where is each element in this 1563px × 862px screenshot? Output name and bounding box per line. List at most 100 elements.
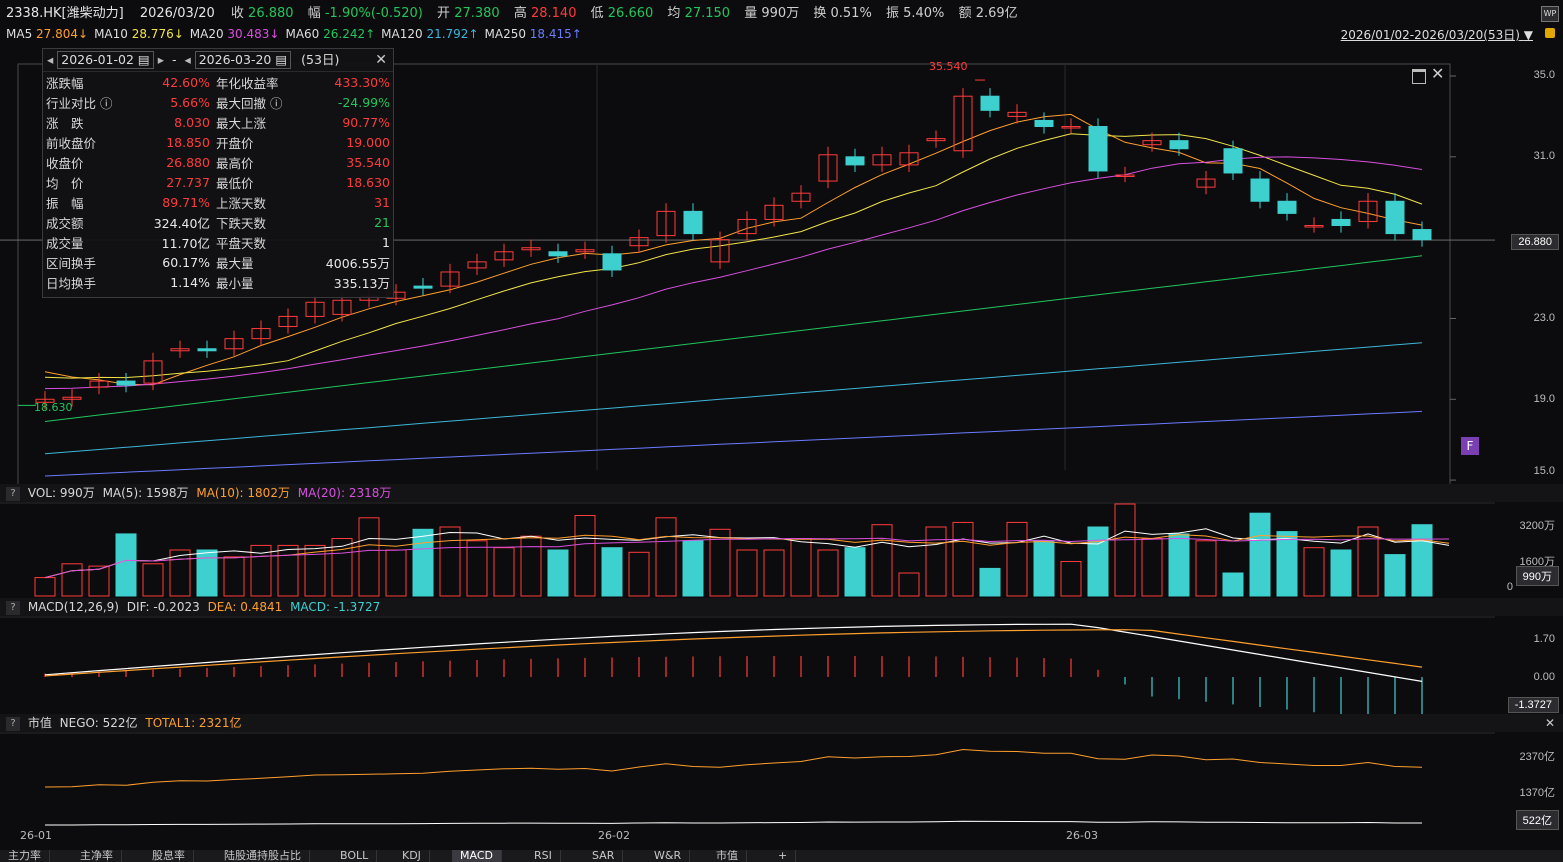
volume-bar — [115, 533, 137, 597]
price-chart[interactable] — [0, 44, 1563, 484]
tab-10[interactable]: 市值 — [708, 850, 747, 862]
tab-6[interactable]: MACD — [452, 850, 502, 862]
tab-9[interactable]: W&R — [646, 850, 691, 862]
tab-2[interactable]: 股息率 — [144, 850, 194, 862]
ma-name: MA60 — [285, 27, 324, 41]
candle — [1385, 200, 1405, 235]
stats-row: 涨 跌 8.030 最大上涨 90.77% — [43, 112, 393, 132]
tab-3[interactable]: 陆股通持股占比 — [216, 850, 310, 862]
close-icon[interactable]: ✕ — [1544, 716, 1555, 730]
tab-1[interactable]: 主净率 — [72, 850, 122, 862]
volume-bar — [871, 524, 893, 597]
stats-label: 区间换手 — [46, 255, 97, 271]
tab-0[interactable]: 主力率 — [0, 850, 50, 862]
maximize-icon[interactable] — [1412, 69, 1426, 84]
volume-bar — [628, 551, 650, 597]
vol-axis-0: 0 — [1506, 581, 1513, 593]
macd-axis-170: 1.70 — [1533, 633, 1555, 645]
tab-5[interactable]: KDJ — [394, 850, 430, 862]
add-tab-button[interactable]: + — [770, 850, 797, 862]
stats-label: 最大回撤 ⓘ — [215, 95, 283, 111]
help-icon[interactable]: ? — [6, 486, 20, 501]
volume-bar — [34, 577, 56, 597]
volume-bar — [1411, 524, 1433, 597]
tab-4[interactable]: BOLL — [332, 850, 378, 862]
prev-arrow-icon[interactable]: ◂ — [47, 52, 54, 67]
vol-ma20: MA(20): 2318万 — [297, 486, 392, 500]
stats-row: 前收盘价 18.850 开盘价 19.000 — [43, 132, 393, 152]
candle — [980, 95, 1000, 111]
volume-chart[interactable] — [0, 502, 1563, 598]
volume-bar — [358, 517, 380, 597]
macd-dif: DIF: -0.2023 — [126, 600, 200, 614]
high-marker: 35.540 — [929, 60, 968, 73]
prev-arrow-icon-2[interactable]: ◂ — [184, 52, 191, 67]
volume-bar — [601, 547, 623, 597]
close-icon[interactable]: ✕ — [375, 52, 387, 68]
mv-total: TOTAL1: 2321亿 — [145, 716, 242, 730]
next-arrow-icon[interactable]: ▸ — [157, 52, 164, 67]
tab-8[interactable]: SAR — [584, 850, 624, 862]
stats-value: 4006.55万 — [325, 255, 390, 271]
candle — [521, 247, 541, 251]
candle — [197, 348, 217, 352]
tab-7[interactable]: RSI — [526, 850, 561, 862]
candle — [1331, 218, 1351, 227]
ma120-line — [44, 342, 1423, 455]
low-marker: 18.630 — [34, 401, 73, 414]
macd-chart[interactable] — [0, 616, 1563, 714]
range-label[interactable]: 2026/01/02-2026/03/20(53日) ▼ — [1341, 26, 1533, 43]
stats-value: 26.880 — [166, 154, 210, 170]
calendar-icon[interactable]: ▤ — [137, 52, 150, 67]
volume-bar — [1114, 503, 1136, 597]
stats-value: 433.30% — [334, 74, 390, 90]
turn-value: 0.51% — [830, 6, 872, 21]
f-badge[interactable]: F — [1461, 437, 1479, 455]
amt-label: 额 — [958, 6, 972, 21]
price-axis-31: 31.0 — [1533, 150, 1555, 162]
volume-bar — [709, 528, 731, 597]
ma250-line — [44, 410, 1423, 477]
volume-bar — [331, 538, 353, 597]
help-icon[interactable]: ? — [6, 600, 20, 615]
candle — [494, 251, 514, 261]
plot-frame — [17, 63, 1451, 484]
wp-icon[interactable]: WP — [1541, 6, 1559, 22]
close-icon[interactable]: ✕ — [1431, 64, 1445, 83]
stats-label: 最低价 — [215, 175, 254, 191]
chevron-down-icon[interactable]: ▼ — [1523, 28, 1533, 42]
amt-value: 2.69亿 — [975, 6, 1018, 21]
stats-value: 1.14% — [170, 274, 210, 290]
volume-bar — [655, 517, 677, 597]
candle — [629, 237, 649, 247]
stats-value: -24.99% — [337, 94, 390, 110]
stats-value: 42.60% — [162, 74, 210, 90]
ma-value: 27.804↓ — [36, 27, 89, 41]
last-price-tag: 26.880 — [1511, 234, 1559, 250]
volume-bar — [898, 572, 920, 597]
date-from-field[interactable]: 2026-01-02 ▤ — [57, 51, 154, 69]
stats-label: 振 幅 — [46, 195, 84, 211]
stats-value: 18.630 — [346, 174, 390, 190]
lock-icon[interactable] — [1545, 28, 1555, 38]
market-value-chart[interactable] — [0, 732, 1563, 828]
date-to-field[interactable]: 2026-03-20 ▤ — [194, 51, 292, 69]
stats-value: 335.13万 — [333, 275, 390, 291]
stats-row: 区间换手 60.17% 最大量 4006.55万 — [43, 252, 393, 272]
volume-bar — [1222, 572, 1244, 597]
calendar-icon[interactable]: ▤ — [275, 52, 288, 67]
ma-item-ma250: MA250 18.415↑ — [485, 27, 582, 41]
symbol-label[interactable]: 2338.HK[潍柴动力] — [6, 6, 124, 21]
mv-title: 市值 — [27, 716, 52, 730]
stats-row: 成交额 324.40亿 下跌天数 21 — [43, 212, 393, 232]
volume-bar — [925, 526, 947, 597]
help-icon[interactable]: ? — [6, 716, 20, 731]
volume-bar — [817, 549, 839, 597]
candle — [1250, 178, 1270, 202]
stats-value: 60.17% — [162, 254, 210, 270]
volume-bar — [1384, 554, 1406, 597]
candle — [440, 271, 460, 287]
vol-tag: 990万 — [1515, 566, 1559, 586]
ma-item-ma5: MA5 27.804↓ — [6, 27, 88, 41]
volume-bar — [1276, 531, 1298, 597]
